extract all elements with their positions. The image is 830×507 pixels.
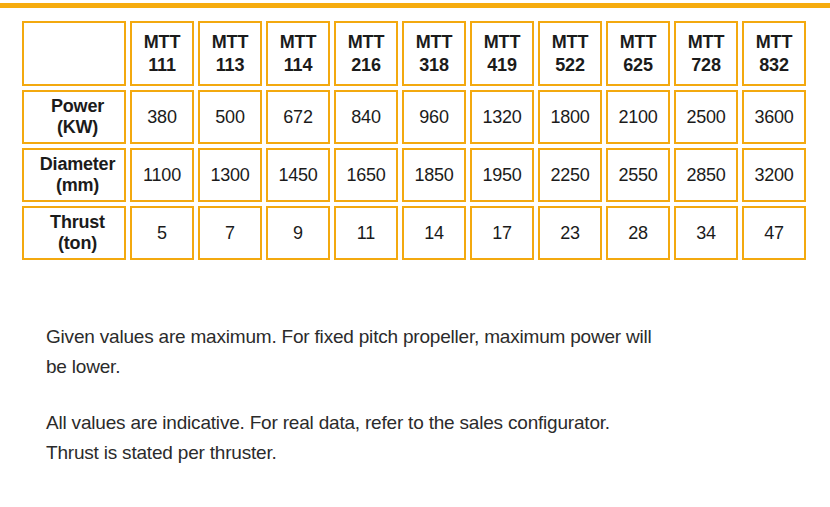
footnote-line: All values are indicative. For real data…	[46, 408, 830, 438]
thrust-value-cell: 34	[674, 206, 738, 260]
power-value-cell: 2500	[674, 90, 738, 144]
diameter-value-cell: 1850	[402, 148, 466, 202]
diameter-value-cell: 1450	[266, 148, 330, 202]
diameter-value-cell: 1950	[470, 148, 534, 202]
footnote-line: Thrust is stated per thruster.	[46, 438, 830, 468]
power-value-cell: 1800	[538, 90, 602, 144]
power-value-cell: 672	[266, 90, 330, 144]
power-value-cell: 1320	[470, 90, 534, 144]
power-value-cell: 2100	[606, 90, 670, 144]
power-value-cell: 380	[130, 90, 194, 144]
thrust-value-cell: 17	[470, 206, 534, 260]
model-header-cell: MTT 114	[266, 21, 330, 86]
row-label-diameter: Diameter (mm)	[22, 148, 126, 202]
thrust-value-cell: 28	[606, 206, 670, 260]
power-value-cell: 500	[198, 90, 262, 144]
model-header-cell: MTT 419	[470, 21, 534, 86]
diameter-value-cell: 1100	[130, 148, 194, 202]
model-header-cell: MTT 318	[402, 21, 466, 86]
thruster-spec-table: MTT 111 MTT 113 MTT 114 MTT 216 MTT 318 …	[18, 17, 810, 264]
thrust-row: Thrust (ton) 5 7 9 11 14 17 23 28 34 47	[22, 206, 806, 260]
model-header-cell: MTT 728	[674, 21, 738, 86]
diameter-value-cell: 2250	[538, 148, 602, 202]
thrust-value-cell: 47	[742, 206, 806, 260]
diameter-value-cell: 1650	[334, 148, 398, 202]
thrust-value-cell: 14	[402, 206, 466, 260]
footnote-line: be lower.	[46, 352, 830, 382]
row-label-thrust: Thrust (ton)	[22, 206, 126, 260]
thrust-value-cell: 9	[266, 206, 330, 260]
diameter-row: Diameter (mm) 1100 1300 1450 1650 1850 1…	[22, 148, 806, 202]
power-value-cell: 840	[334, 90, 398, 144]
thrust-value-cell: 5	[130, 206, 194, 260]
model-header-cell: MTT 111	[130, 21, 194, 86]
header-row: MTT 111 MTT 113 MTT 114 MTT 216 MTT 318 …	[22, 21, 806, 86]
row-label-power: Power (KW)	[22, 90, 126, 144]
footnote-line: Given values are maximum. For fixed pitc…	[46, 322, 830, 352]
model-header-cell: MTT 113	[198, 21, 262, 86]
power-value-cell: 3600	[742, 90, 806, 144]
thrust-value-cell: 11	[334, 206, 398, 260]
diameter-value-cell: 3200	[742, 148, 806, 202]
model-header-cell: MTT 522	[538, 21, 602, 86]
thrust-value-cell: 7	[198, 206, 262, 260]
diameter-value-cell: 2850	[674, 148, 738, 202]
footnotes: Given values are maximum. For fixed pitc…	[46, 322, 830, 468]
thrust-value-cell: 23	[538, 206, 602, 260]
model-header-cell: MTT 216	[334, 21, 398, 86]
footnote-indicative-values: All values are indicative. For real data…	[46, 408, 830, 468]
top-accent-bar	[0, 3, 830, 8]
model-header-cell: MTT 625	[606, 21, 670, 86]
diameter-value-cell: 2550	[606, 148, 670, 202]
corner-cell	[22, 21, 126, 86]
footnote-max-values: Given values are maximum. For fixed pitc…	[46, 322, 830, 382]
power-value-cell: 960	[402, 90, 466, 144]
power-row: Power (KW) 380 500 672 840 960 1320 1800…	[22, 90, 806, 144]
model-header-cell: MTT 832	[742, 21, 806, 86]
diameter-value-cell: 1300	[198, 148, 262, 202]
